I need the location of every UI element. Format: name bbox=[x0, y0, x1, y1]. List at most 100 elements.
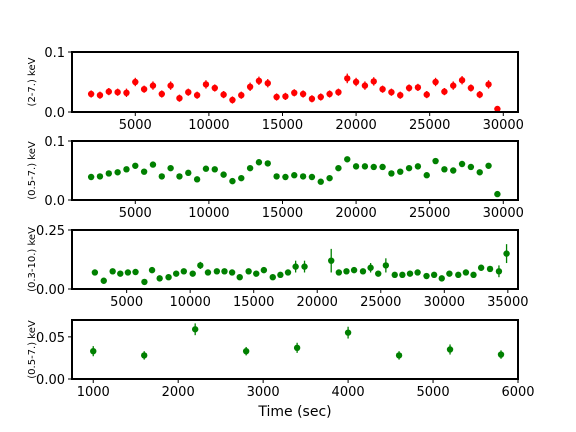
data-point bbox=[100, 277, 107, 284]
data-point bbox=[335, 164, 342, 172]
data-point bbox=[149, 161, 157, 168]
data-point bbox=[370, 78, 377, 85]
data-point bbox=[414, 269, 421, 276]
data-point bbox=[352, 163, 360, 170]
data-point bbox=[423, 172, 430, 179]
data-point bbox=[282, 93, 289, 100]
x-tick-label: 35000 bbox=[487, 295, 528, 310]
x-tick-label: 20000 bbox=[335, 118, 376, 133]
data-point bbox=[114, 169, 121, 176]
data-point bbox=[269, 274, 276, 281]
data-point bbox=[185, 89, 192, 96]
x-tick-label: 3000 bbox=[247, 385, 280, 400]
data-point bbox=[220, 171, 227, 178]
axes-frame bbox=[71, 229, 519, 290]
data-point bbox=[430, 271, 438, 279]
data-point bbox=[388, 170, 395, 177]
data-point bbox=[477, 264, 485, 271]
y-axis-label: (2-7.) keV bbox=[27, 57, 38, 106]
data-point bbox=[109, 268, 116, 275]
x-tick-label: 30000 bbox=[483, 206, 524, 221]
data-point bbox=[253, 270, 260, 277]
data-point bbox=[405, 164, 413, 172]
data-point bbox=[379, 163, 386, 171]
data-point bbox=[462, 269, 470, 276]
data-point bbox=[140, 86, 148, 93]
data-point bbox=[165, 274, 172, 281]
data-point bbox=[264, 160, 271, 167]
data-point bbox=[370, 163, 377, 171]
data-point bbox=[455, 271, 462, 279]
x-tick-label: 10000 bbox=[169, 295, 210, 310]
data-point bbox=[343, 268, 350, 275]
data-point bbox=[326, 90, 333, 98]
x-tick-label: 6000 bbox=[501, 385, 534, 400]
data-point bbox=[211, 166, 218, 173]
data-point bbox=[221, 268, 228, 275]
data-point bbox=[105, 88, 112, 95]
x-tick-label: 25000 bbox=[409, 118, 450, 133]
data-point bbox=[220, 91, 227, 98]
data-point bbox=[291, 172, 298, 179]
data-point bbox=[90, 347, 97, 355]
data-point bbox=[361, 82, 369, 89]
data-point bbox=[335, 89, 342, 96]
data-point bbox=[282, 173, 289, 181]
data-point bbox=[149, 82, 157, 89]
y-tick-label: 0.05 bbox=[36, 331, 65, 346]
data-point bbox=[503, 250, 510, 257]
data-point bbox=[176, 95, 183, 102]
data-point bbox=[485, 162, 492, 169]
data-point bbox=[414, 163, 422, 170]
y-tick-label: 0.1 bbox=[44, 135, 65, 150]
data-point bbox=[432, 157, 439, 165]
data-point bbox=[189, 270, 196, 277]
data-point bbox=[213, 268, 221, 275]
y-tick-label: 0.1 bbox=[44, 46, 65, 61]
y-axis-label: (0.3-10.) keV bbox=[27, 227, 38, 292]
panel-0p5-7-kev: 5000 10000 15000 20000 25000 30000 0.0 0.1 (0.5-… bbox=[27, 135, 524, 221]
data-point bbox=[441, 88, 448, 95]
data-point bbox=[423, 91, 430, 98]
data-point bbox=[450, 167, 457, 174]
data-point bbox=[197, 262, 204, 269]
data-point bbox=[185, 169, 192, 177]
panel-2-7-kev: 5000 10000 15000 20000 25000 30000 0.0 0.1 (2-7.… bbox=[27, 46, 524, 133]
data-point bbox=[96, 173, 104, 180]
data-point bbox=[246, 164, 254, 172]
x-tick-label: 20000 bbox=[335, 206, 376, 221]
data-point bbox=[91, 269, 99, 276]
data-point bbox=[446, 270, 453, 277]
data-point bbox=[292, 263, 299, 270]
data-point bbox=[255, 159, 263, 166]
data-point bbox=[245, 268, 252, 275]
data-point bbox=[476, 169, 483, 176]
data-point bbox=[123, 166, 130, 173]
axes-frame bbox=[71, 319, 519, 380]
x-tick-label: 5000 bbox=[417, 385, 450, 400]
x-tick-label: 15000 bbox=[233, 295, 274, 310]
data-point bbox=[397, 92, 404, 99]
data-point bbox=[344, 329, 352, 336]
data-point bbox=[284, 269, 292, 276]
data-point bbox=[326, 174, 333, 182]
data-point bbox=[114, 89, 121, 96]
data-point bbox=[414, 84, 422, 91]
data-point bbox=[193, 176, 201, 183]
data-point bbox=[180, 268, 188, 275]
data-point bbox=[132, 268, 139, 276]
data-point bbox=[367, 264, 374, 271]
data-point bbox=[467, 84, 475, 92]
data-point bbox=[132, 162, 139, 169]
data-point bbox=[242, 347, 250, 355]
data-point bbox=[399, 271, 406, 279]
x-tick-label: 30000 bbox=[424, 295, 465, 310]
panel-0p3-10-kev: 5000 10000 15000 20000 25000 30000 35000 0.00 0.… bbox=[27, 224, 529, 310]
x-tick-label: 15000 bbox=[262, 118, 303, 133]
data-point bbox=[328, 257, 335, 264]
data-point bbox=[291, 89, 298, 97]
data-point bbox=[441, 166, 448, 173]
data-point bbox=[158, 173, 165, 180]
data-point bbox=[167, 164, 174, 172]
